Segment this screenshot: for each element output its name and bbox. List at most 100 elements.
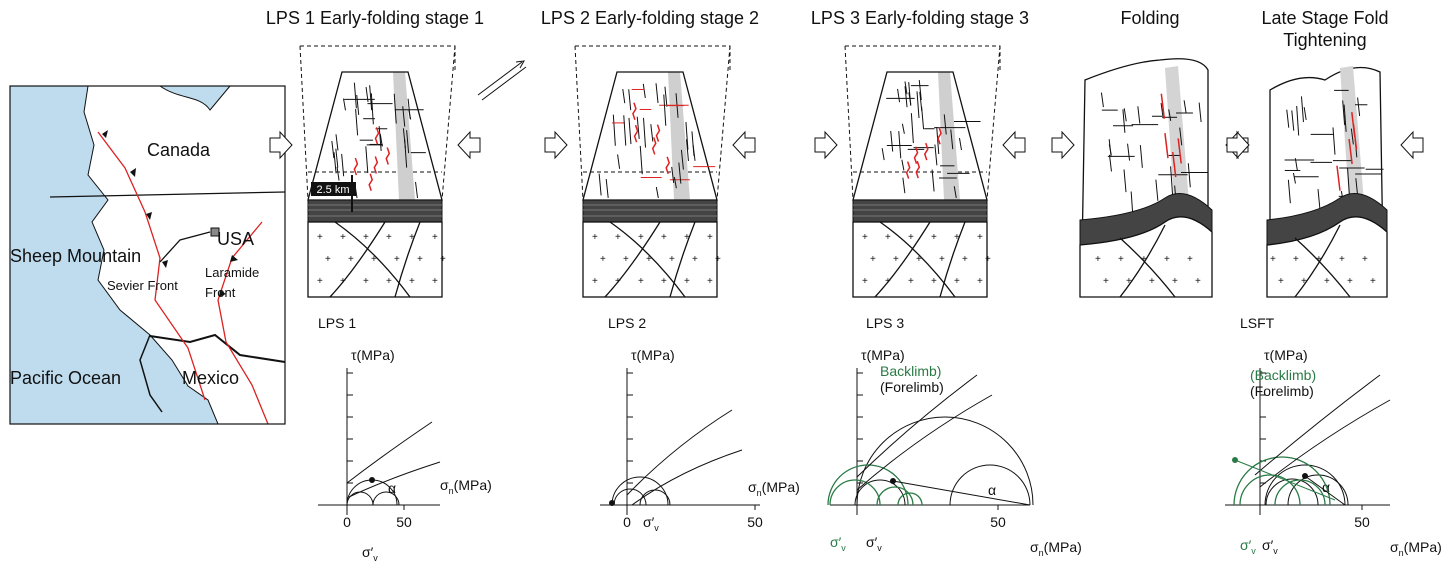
mohr-circle bbox=[827, 464, 909, 506]
red-fracture bbox=[1348, 138, 1353, 165]
basement-cross: + bbox=[1362, 254, 1368, 265]
stress-ray bbox=[1234, 459, 1336, 501]
fracture bbox=[1123, 169, 1127, 193]
thrust-teeth bbox=[102, 130, 238, 297]
fracture bbox=[622, 89, 626, 104]
failure-envelope bbox=[631, 449, 743, 506]
mohr-circle bbox=[372, 491, 400, 506]
grey-band bbox=[938, 72, 960, 200]
fracture bbox=[655, 83, 659, 103]
basement-cross: + bbox=[908, 232, 914, 243]
basement-fault bbox=[1294, 224, 1351, 298]
map-label: Mexico bbox=[182, 368, 239, 388]
basement-cross: + bbox=[931, 276, 937, 287]
mohr-circle bbox=[1287, 474, 1349, 506]
basement-cross: + bbox=[340, 232, 346, 243]
basement-cross: + bbox=[1187, 254, 1193, 265]
map-label: Sheep Mountain bbox=[10, 246, 141, 266]
fracture bbox=[642, 83, 646, 98]
fracture bbox=[1317, 189, 1321, 211]
basement-cross: + bbox=[916, 254, 922, 265]
symbol: σ′ bbox=[643, 514, 655, 530]
fracture bbox=[671, 166, 675, 184]
red-fracture bbox=[633, 124, 639, 143]
compression-arrow bbox=[814, 130, 838, 160]
fracture bbox=[1342, 100, 1346, 126]
fracture bbox=[918, 79, 922, 101]
basement-cross: + bbox=[394, 254, 400, 265]
fracture bbox=[406, 130, 410, 154]
basement-cross: + bbox=[600, 254, 606, 265]
basement-cross: + bbox=[1347, 276, 1353, 287]
fracture bbox=[1179, 127, 1183, 146]
tick-label: 0 bbox=[623, 514, 631, 530]
compression-arrow bbox=[1051, 130, 1075, 160]
basement-cross: + bbox=[432, 276, 438, 287]
basement-cross: + bbox=[977, 276, 983, 287]
fracture bbox=[902, 177, 906, 194]
limb-label: (Forelimb) bbox=[1250, 383, 1314, 399]
hudson bbox=[159, 85, 231, 111]
map-label: Front bbox=[205, 285, 236, 300]
basement-cross: + bbox=[1172, 276, 1178, 287]
basement-cross: + bbox=[317, 276, 323, 287]
fracture bbox=[1100, 92, 1104, 108]
fracture bbox=[901, 159, 905, 171]
red-fracture bbox=[374, 127, 380, 145]
fracture bbox=[1183, 100, 1187, 114]
fracture bbox=[936, 127, 940, 155]
basement-cross: + bbox=[615, 232, 621, 243]
fracture bbox=[643, 117, 647, 148]
fracture bbox=[901, 123, 905, 134]
basement-cross: + bbox=[638, 276, 644, 287]
fracture bbox=[898, 131, 902, 159]
failure-envelope bbox=[626, 409, 733, 496]
tick-label: 50 bbox=[990, 514, 1006, 530]
red-fracture bbox=[937, 127, 942, 145]
axis-label: σn(MPa) bbox=[1390, 539, 1442, 558]
basement-fault bbox=[604, 221, 696, 298]
fracture bbox=[404, 139, 408, 168]
fracture bbox=[1123, 108, 1127, 122]
fracture bbox=[692, 144, 696, 161]
fracture bbox=[1300, 96, 1304, 123]
fracture bbox=[1127, 143, 1131, 161]
depth-label: 2.5 km bbox=[316, 184, 349, 196]
basement-cross: + bbox=[939, 254, 945, 265]
fracture bbox=[950, 129, 954, 150]
tau-axis-label: τ(MPa) bbox=[861, 347, 905, 363]
fracture bbox=[685, 139, 689, 162]
tau-axis-label: τ(MPa) bbox=[631, 347, 675, 363]
block-outline bbox=[582, 71, 718, 201]
basement-cross: + bbox=[1149, 276, 1155, 287]
basement-cross: + bbox=[432, 232, 438, 243]
basement-cross: + bbox=[870, 254, 876, 265]
red-fracture bbox=[632, 102, 637, 120]
mohr-circle bbox=[1233, 456, 1331, 506]
dark-layer bbox=[852, 199, 988, 223]
axis-label: σn(MPa) bbox=[440, 477, 492, 496]
compression-arrow bbox=[544, 130, 568, 160]
basement-fault bbox=[874, 221, 966, 298]
tau-axis-label: τ(MPa) bbox=[1264, 347, 1308, 363]
basement-cross: + bbox=[386, 276, 392, 287]
fracture bbox=[1170, 166, 1174, 196]
basement-cross: + bbox=[1118, 254, 1124, 265]
symbol: σ bbox=[748, 479, 757, 495]
tick-label: 50 bbox=[1354, 514, 1370, 530]
fracture bbox=[415, 181, 419, 199]
failure-envelope bbox=[856, 374, 978, 478]
fault-symbol bbox=[477, 60, 527, 101]
mohr-circle bbox=[876, 486, 914, 506]
basement-cross: + bbox=[707, 276, 713, 287]
fracture bbox=[1292, 172, 1296, 184]
basement-cross: + bbox=[363, 276, 369, 287]
basement-cross: + bbox=[440, 254, 446, 265]
axis-label: σn(MPa) bbox=[748, 479, 800, 498]
basement-cross: + bbox=[1293, 254, 1299, 265]
mohr-circle bbox=[829, 479, 881, 506]
mohr-circle bbox=[613, 488, 647, 506]
mohr-label: LPS 2 bbox=[608, 315, 646, 331]
basement-cross: + bbox=[409, 276, 415, 287]
symbol: σ′ bbox=[1262, 537, 1274, 553]
